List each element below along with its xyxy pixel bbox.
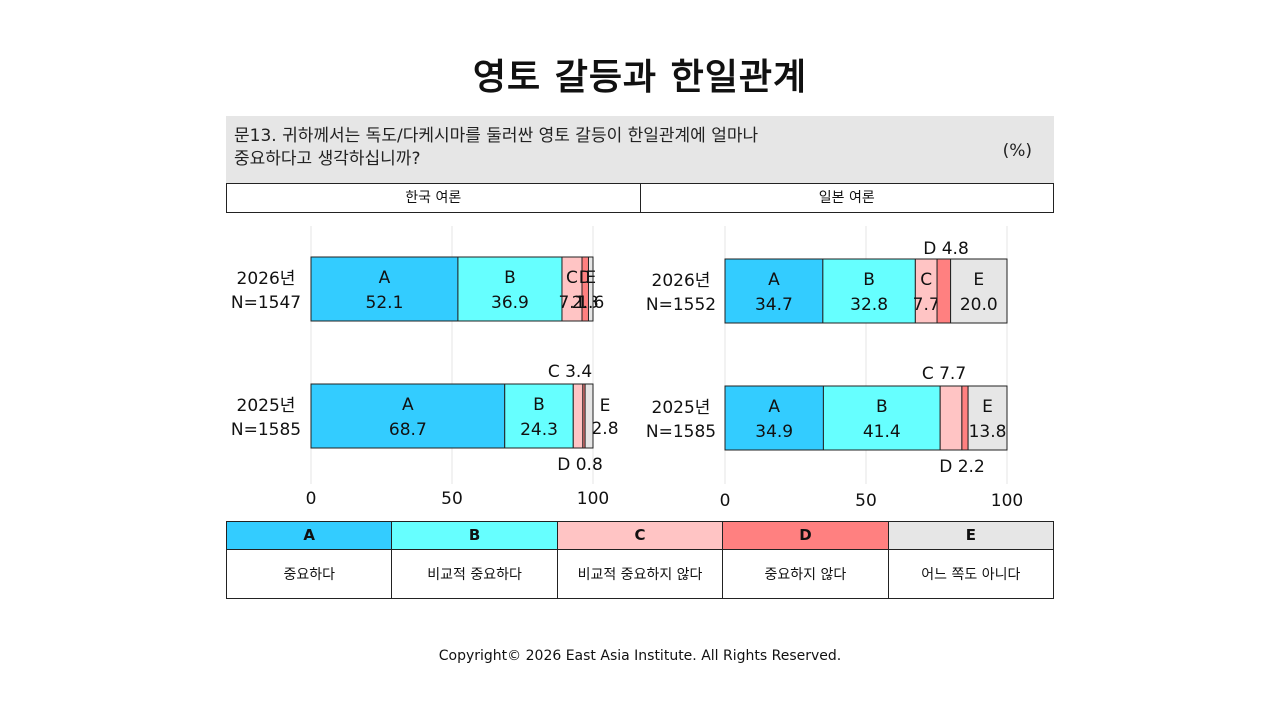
x-tick-label: 50 xyxy=(855,491,877,511)
bar-series-label: B xyxy=(533,395,545,415)
bar-segment xyxy=(572,383,584,449)
bar-value-label: 34.9 xyxy=(755,422,793,442)
bar-series-label: B xyxy=(876,397,888,417)
bar-outline xyxy=(724,258,1008,324)
legend-col-a: A 중요하다 xyxy=(227,522,392,598)
legend-key-c: C xyxy=(557,522,723,550)
category-label: 2025년 xyxy=(652,398,711,418)
bar-value-label: 1.6 xyxy=(577,293,604,313)
category-label: 2025년 xyxy=(237,396,296,416)
bar-segment xyxy=(967,385,1008,451)
bar-value-label: 36.9 xyxy=(491,293,529,313)
bar-outline xyxy=(724,385,1008,451)
bar-value-label: 34.7 xyxy=(755,295,793,315)
bar-value-label: 7.7 xyxy=(913,295,940,315)
bar-outline xyxy=(310,383,594,449)
bar-series-label: E xyxy=(982,397,993,417)
legend-label-e: 어느 쪽도 아니다 xyxy=(921,567,1021,583)
bar-external-label: 2.8 xyxy=(591,419,618,439)
page-title: 영토 갈등과 한일관계 xyxy=(472,57,808,98)
bar-segment xyxy=(504,383,574,449)
bar-series-label: A xyxy=(768,270,780,290)
bar-value-label: 68.7 xyxy=(389,420,427,440)
bar-segment xyxy=(936,258,952,324)
bar-external-label: D 0.8 xyxy=(557,455,603,475)
unit-label: (%) xyxy=(1002,141,1032,161)
copyright-text: Copyright© 2026 East Asia Institute. All… xyxy=(438,648,842,664)
legend-key-a: A xyxy=(227,522,392,550)
legend-key-b: B xyxy=(392,522,557,550)
legend-col-d: D 중요하지 않다 xyxy=(722,522,888,598)
category-label: N=1585 xyxy=(646,422,716,442)
bar-value-label: 24.3 xyxy=(520,420,558,440)
bar-segment xyxy=(310,383,506,449)
bar-series-label: C xyxy=(566,268,578,288)
bar-series-label: A xyxy=(768,397,780,417)
x-tick-label: 100 xyxy=(577,489,609,509)
category-label: N=1585 xyxy=(231,420,301,440)
bar-external-label: C 7.7 xyxy=(922,364,966,384)
bar-series-label: E xyxy=(585,268,596,288)
bar-series-label: A xyxy=(379,268,391,288)
legend-label-c: 비교적 중요하지 않다 xyxy=(577,567,703,583)
bar-value-label: 41.4 xyxy=(863,422,901,442)
legend-col-c: C 비교적 중요하지 않다 xyxy=(556,522,723,598)
category-label: 2026년 xyxy=(652,271,711,291)
question-box: 문13. 귀하께서는 독도/다케시마를 둘러싼 영토 갈등이 한일관계에 얼마나… xyxy=(226,116,1054,183)
bar-value-label: 52.1 xyxy=(366,293,404,313)
legend-key-d: D xyxy=(723,522,888,550)
bar-external-label: D 2.2 xyxy=(939,457,985,477)
bar-segment xyxy=(822,258,916,324)
category-label: 2026년 xyxy=(237,269,296,289)
stacked-bar-charts: 0 50 1002026년N=1547A52.1B36.9C7.1D2.3E1.62… xyxy=(231,226,1023,511)
question-line-2: 중요하다고 생각하십니까? xyxy=(234,149,421,169)
legend-label-a: 중요하다 xyxy=(283,567,335,583)
legend-key-e: E xyxy=(888,522,1054,550)
bar-segment xyxy=(939,385,963,451)
question-text: 문13. 귀하께서는 독도/다케시마를 둘러싼 영토 갈등이 한일관계에 얼마나… xyxy=(234,125,758,171)
bar-segment xyxy=(724,385,824,451)
panel-headers: 한국 여론 일본 여론 xyxy=(226,183,1054,213)
bar-outline xyxy=(310,256,594,322)
legend-label-b: 비교적 중요하다 xyxy=(427,567,522,583)
question-line-1: 문13. 귀하께서는 독도/다케시마를 둘러싼 영토 갈등이 한일관계에 얼마나 xyxy=(234,126,759,146)
bar-value-label: 7.1 xyxy=(558,293,585,313)
bar-value-label: 13.8 xyxy=(969,422,1007,442)
bar-series-label: E xyxy=(973,270,984,290)
bar-segment xyxy=(961,385,969,451)
bar-series-label: C xyxy=(920,270,932,290)
bar-series-label: B xyxy=(863,270,875,290)
bar-value-label: 32.8 xyxy=(850,295,888,315)
legend-label-d: 중요하지 않다 xyxy=(764,567,847,583)
bar-series-label: B xyxy=(504,268,516,288)
bar-series-label: A xyxy=(402,395,414,415)
x-tick-label: 0 xyxy=(306,489,317,509)
header-korea: 한국 여론 xyxy=(405,190,462,206)
bar-segment xyxy=(457,256,563,322)
bar-value-label: 20.0 xyxy=(960,295,998,315)
legend-table: A 중요하다 B 비교적 중요하다 C 비교적 중요하지 않다 D 중요하지 않… xyxy=(226,521,1054,599)
bar-external-label: E xyxy=(600,396,611,416)
header-japan: 일본 여론 xyxy=(639,184,1054,212)
x-tick-label: 100 xyxy=(991,491,1023,511)
bar-external-label: D 4.8 xyxy=(923,239,969,259)
bar-external-label: C 3.4 xyxy=(548,362,592,382)
bar-segment xyxy=(822,385,941,451)
x-tick-label: 0 xyxy=(720,491,731,511)
legend-col-e: E 어느 쪽도 아니다 xyxy=(887,522,1054,598)
category-label: N=1547 xyxy=(231,293,301,313)
x-tick-label: 50 xyxy=(441,489,463,509)
legend-col-b: B 비교적 중요하다 xyxy=(391,522,557,598)
category-label: N=1552 xyxy=(646,295,716,315)
